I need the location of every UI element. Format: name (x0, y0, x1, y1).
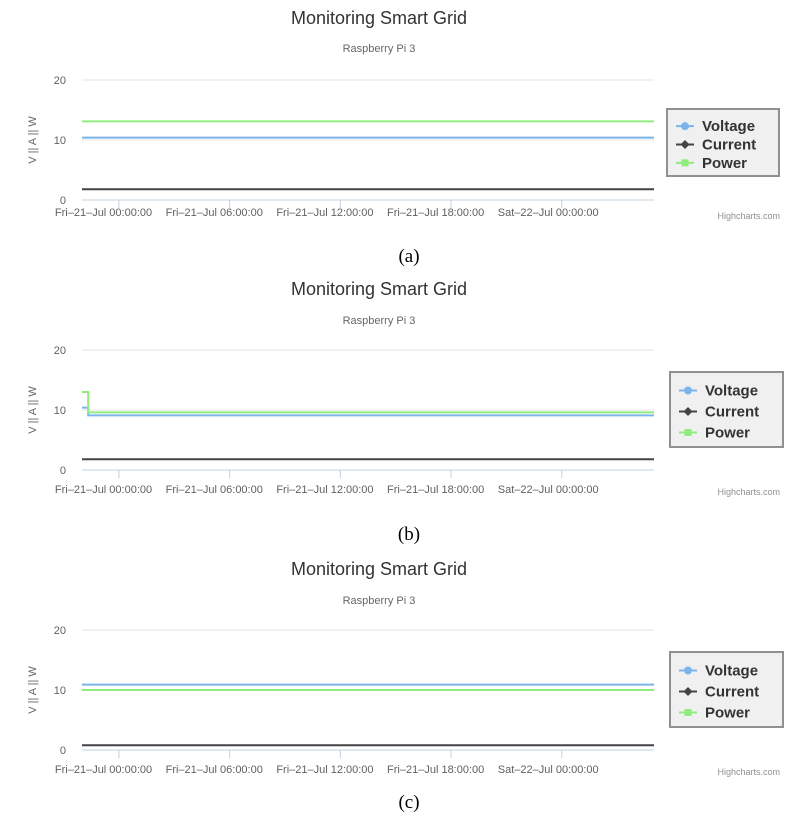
x-tick-label: Fri–21–Jul 06:00:00 (166, 484, 263, 496)
y-tick-label: 0 (60, 465, 66, 477)
legend-item-label: Current (702, 137, 756, 154)
x-tick-label: Fri–21–Jul 12:00:00 (276, 764, 373, 776)
x-tick-label: Fri–21–Jul 18:00:00 (387, 207, 484, 219)
chart-subtitle: Raspberry Pi 3 (343, 315, 416, 327)
legend-item-label: Voltage (705, 383, 758, 400)
chart-title: Monitoring Smart Grid (291, 559, 467, 579)
legend-marker-square (684, 709, 692, 716)
credits: Highcharts.com (717, 767, 780, 777)
panel-label: (b) (398, 524, 420, 545)
x-tick-label: Fri–21–Jul 00:00:00 (55, 764, 152, 776)
y-tick-label: 0 (60, 745, 66, 757)
y-tick-label: 10 (54, 685, 66, 697)
y-tick-label: 10 (54, 405, 66, 417)
legend-marker-diamond (680, 140, 690, 149)
x-tick-label: Fri–21–Jul 06:00:00 (166, 207, 263, 219)
chart-subtitle: Raspberry Pi 3 (343, 43, 416, 55)
y-axis-title: V || A || W (27, 386, 39, 434)
series-line (82, 391, 654, 414)
chart-title: Monitoring Smart Grid (291, 279, 467, 299)
y-tick-label: 0 (60, 195, 66, 207)
x-tick-label: Fri–21–Jul 00:00:00 (55, 207, 152, 219)
y-axis-title: V || A || W (27, 116, 39, 164)
legend-item-label: Current (705, 404, 759, 421)
x-tick-label: Fri–21–Jul 06:00:00 (166, 764, 263, 776)
legend-item-label: Voltage (705, 663, 758, 680)
chart-panel: Monitoring Smart Grid Raspberry Pi 3 0 10 20… (27, 279, 784, 545)
legend: Voltage Current Power (669, 651, 784, 728)
chart-panel: Monitoring Smart Grid Raspberry Pi 3 0 10 20… (27, 559, 784, 813)
chart-panel: Monitoring Smart Grid Raspberry Pi 3 0 10 20… (27, 8, 780, 267)
x-tick-label: Fri–21–Jul 12:00:00 (276, 484, 373, 496)
y-tick-label: 10 (54, 135, 66, 147)
legend-item-label: Power (705, 705, 750, 722)
y-tick-label: 20 (54, 75, 66, 87)
legend-marker-diamond (683, 687, 693, 696)
panel-label: (c) (398, 792, 419, 813)
y-tick-label: 20 (54, 345, 66, 357)
legend-marker-square (681, 159, 689, 167)
legend-item-label: Power (702, 155, 747, 172)
x-tick-label: Fri–21–Jul 18:00:00 (387, 764, 484, 776)
legend-marker-circle (681, 122, 689, 131)
legend: Voltage Current Power (669, 371, 784, 448)
credits: Highcharts.com (717, 487, 780, 497)
y-axis-title: V || A || W (27, 666, 39, 714)
legend-marker-square (684, 429, 692, 436)
y-tick-label: 20 (54, 625, 66, 637)
chart-title: Monitoring Smart Grid (291, 8, 467, 28)
x-tick-label: Sat–22–Jul 00:00:00 (498, 484, 599, 496)
legend-marker-circle (684, 666, 692, 675)
legend-marker-circle (684, 386, 692, 395)
legend-item-label: Power (705, 425, 750, 442)
legend-item-label: Current (705, 684, 759, 701)
panel-label: (a) (398, 246, 419, 267)
x-tick-label: Fri–21–Jul 12:00:00 (276, 207, 373, 219)
x-tick-label: Fri–21–Jul 18:00:00 (387, 484, 484, 496)
credits: Highcharts.com (717, 211, 780, 221)
x-tick-label: Sat–22–Jul 00:00:00 (498, 764, 599, 776)
legend-marker-diamond (683, 407, 693, 416)
x-tick-label: Sat–22–Jul 00:00:00 (498, 207, 599, 219)
legend-item-label: Voltage (702, 118, 755, 135)
x-tick-label: Fri–21–Jul 00:00:00 (55, 484, 152, 496)
chart-subtitle: Raspberry Pi 3 (343, 595, 416, 607)
